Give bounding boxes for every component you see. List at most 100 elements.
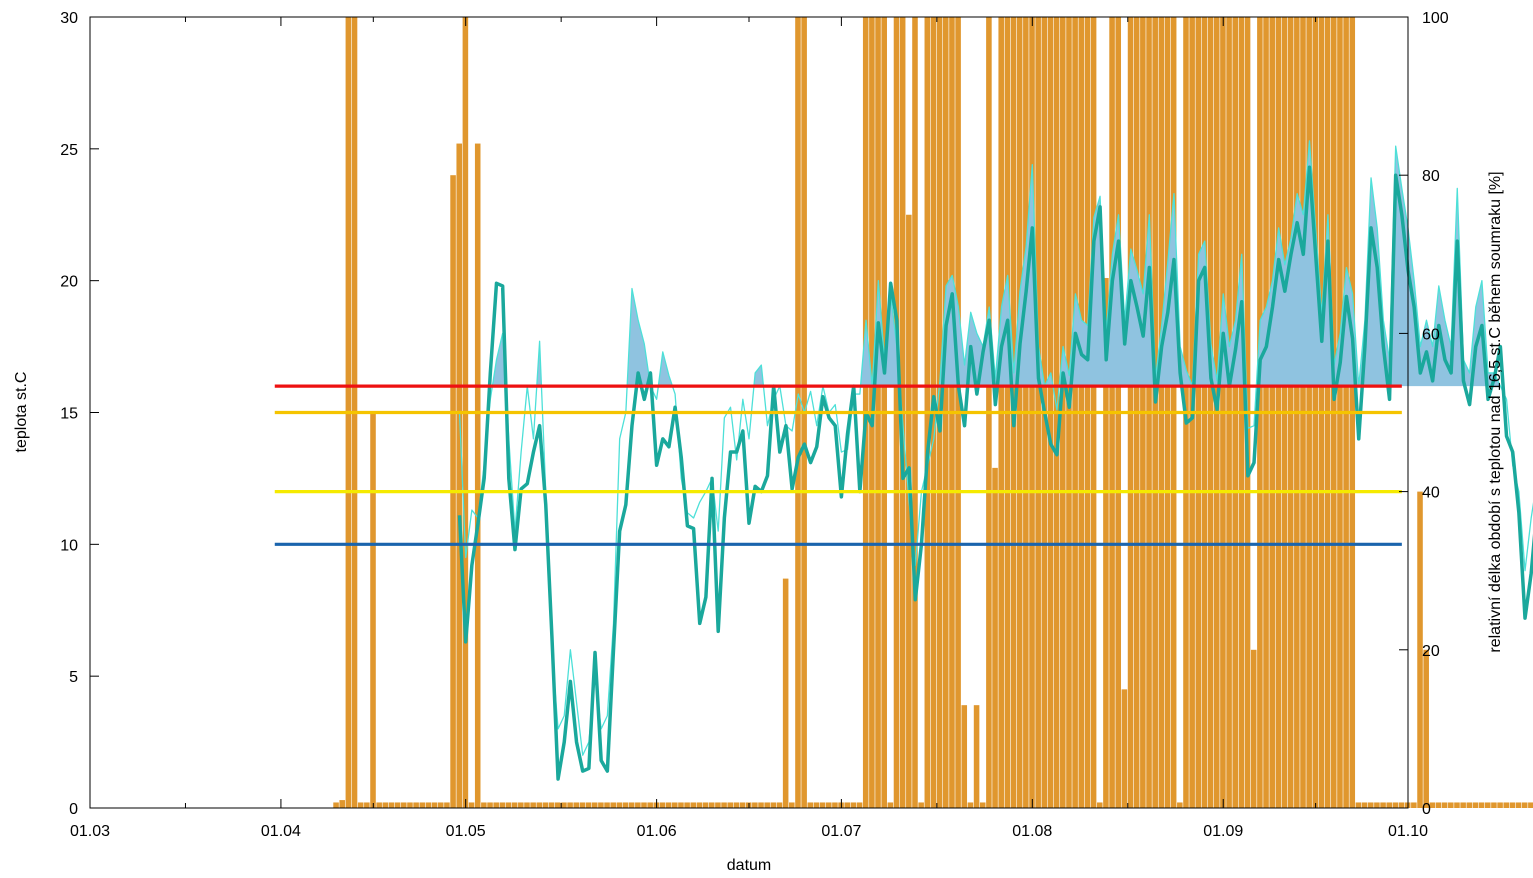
y2-tick-label-5: 100 bbox=[1422, 10, 1449, 27]
bar-30 bbox=[518, 802, 524, 808]
bar-33 bbox=[536, 802, 543, 808]
bar-68 bbox=[752, 802, 758, 808]
bar-170 bbox=[1380, 802, 1386, 808]
bar-181 bbox=[1448, 802, 1454, 808]
bar-77 bbox=[807, 802, 814, 808]
tick-labels-layer: 01.03 01.04 01.05 01.06 01.07 01.08 01.09 01.10… bbox=[60, 10, 1449, 840]
bar-81 bbox=[832, 802, 838, 808]
bar-28 bbox=[505, 802, 512, 808]
bar-42 bbox=[591, 802, 598, 808]
bar-9 bbox=[388, 802, 395, 808]
bar-53 bbox=[659, 802, 666, 808]
bar-8 bbox=[382, 802, 389, 808]
bar-26 bbox=[493, 802, 499, 808]
bar-56 bbox=[678, 802, 684, 808]
bar-137 bbox=[1177, 802, 1183, 808]
y2-tick-label-3: 60 bbox=[1422, 326, 1440, 343]
x-tick-label-2: 01.05 bbox=[446, 823, 486, 840]
fill-segment-5 bbox=[860, 320, 873, 387]
bar-65 bbox=[733, 802, 740, 808]
bar-189 bbox=[1497, 802, 1503, 808]
bar-41 bbox=[585, 802, 592, 808]
bar-69 bbox=[758, 802, 764, 808]
bar-169 bbox=[1374, 802, 1380, 808]
bar-57 bbox=[684, 802, 690, 808]
bar-95 bbox=[918, 802, 924, 808]
bar-16 bbox=[431, 802, 438, 808]
bar-49 bbox=[635, 802, 641, 808]
y2-tick-label-2: 40 bbox=[1422, 485, 1440, 502]
bar-59 bbox=[696, 802, 703, 808]
bar-60 bbox=[702, 802, 709, 808]
bar-25 bbox=[487, 802, 493, 808]
bar-5 bbox=[364, 802, 370, 808]
bar-48 bbox=[628, 802, 635, 808]
bar-1 bbox=[339, 800, 345, 808]
x-tick-label-7: 01.10 bbox=[1388, 823, 1428, 840]
bar-177 bbox=[1423, 649, 1429, 808]
bar-167 bbox=[1361, 802, 1368, 808]
y-tick-label-2: 10 bbox=[60, 537, 78, 554]
bar-17 bbox=[437, 802, 444, 808]
bar-37 bbox=[561, 802, 567, 808]
y-tick-label-5: 25 bbox=[60, 142, 78, 159]
y2-axis-title: relativní délka období s teplotou nad 16… bbox=[1487, 171, 1504, 652]
bar-55 bbox=[672, 802, 678, 808]
bar-90 bbox=[887, 802, 894, 808]
bar-78 bbox=[813, 802, 820, 808]
bar-18 bbox=[444, 802, 450, 808]
bar-51 bbox=[647, 802, 653, 808]
bar-149 bbox=[1250, 649, 1257, 808]
bar-22 bbox=[468, 802, 475, 808]
y-tick-label-0: 0 bbox=[69, 801, 78, 818]
bar-191 bbox=[1509, 802, 1516, 808]
bar-34 bbox=[542, 802, 549, 808]
bar-171 bbox=[1386, 802, 1392, 808]
fill-segment-11 bbox=[1256, 140, 1359, 387]
bar-178 bbox=[1429, 802, 1436, 808]
bar-20 bbox=[456, 143, 463, 808]
bar-62 bbox=[715, 802, 721, 808]
fill-segment-4 bbox=[753, 365, 764, 387]
bar-24 bbox=[481, 802, 487, 808]
x-tick-label-3: 01.06 bbox=[637, 823, 677, 840]
bar-31 bbox=[524, 802, 530, 808]
fill-segment-0 bbox=[492, 333, 506, 387]
bar-12 bbox=[407, 802, 413, 808]
bar-80 bbox=[825, 802, 832, 808]
bar-47 bbox=[622, 802, 629, 808]
fill-segment-2 bbox=[627, 288, 651, 387]
fill-segment-6 bbox=[872, 280, 900, 387]
bar-63 bbox=[721, 802, 727, 808]
y2-tick-label-0: 0 bbox=[1422, 801, 1431, 818]
bar-107 bbox=[992, 467, 998, 808]
bar-0 bbox=[333, 802, 339, 808]
bar-124 bbox=[1096, 802, 1103, 808]
bar-168 bbox=[1367, 802, 1374, 808]
y2-tick-label-4: 80 bbox=[1422, 168, 1440, 185]
x-tick-label-1: 01.04 bbox=[261, 823, 301, 840]
bar-27 bbox=[499, 802, 506, 808]
bar-192 bbox=[1515, 802, 1522, 808]
bar-71 bbox=[770, 802, 777, 808]
bar-128 bbox=[1121, 689, 1128, 808]
bar-10 bbox=[394, 802, 401, 808]
bar-184 bbox=[1466, 802, 1473, 808]
bar-58 bbox=[690, 802, 697, 808]
bar-182 bbox=[1454, 802, 1460, 808]
bar-72 bbox=[776, 802, 783, 808]
x-axis-title: datum bbox=[727, 857, 771, 874]
y-tick-label-1: 5 bbox=[69, 669, 78, 686]
bar-190 bbox=[1503, 802, 1510, 808]
bar-104 bbox=[973, 705, 980, 808]
bar-176 bbox=[1417, 491, 1423, 808]
bar-61 bbox=[708, 802, 715, 808]
y2-tick-label-1: 20 bbox=[1422, 643, 1440, 660]
x-tick-label-5: 01.08 bbox=[1012, 823, 1052, 840]
bar-102 bbox=[961, 705, 968, 808]
y-tick-label-4: 20 bbox=[60, 274, 78, 291]
bar-83 bbox=[844, 802, 851, 808]
y-axis-title: teplota st.C bbox=[13, 372, 30, 453]
bar-46 bbox=[616, 802, 623, 808]
bar-193 bbox=[1521, 802, 1528, 808]
